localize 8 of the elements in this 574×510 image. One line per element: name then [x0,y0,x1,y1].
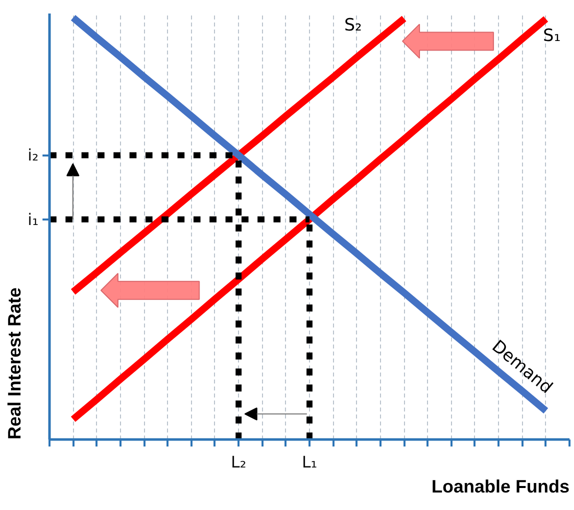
series-label: S₂ [344,16,362,36]
y-axis-title: Real Interest Rate [4,287,24,440]
x-tick-label: L₁ [302,452,318,472]
x-tick-label: L₂ [230,452,246,472]
text: i₂ [28,146,38,165]
x-axis-title: Loanable Funds [431,476,570,496]
series-label: S₁ [543,26,561,46]
text: i₁ [28,210,38,229]
